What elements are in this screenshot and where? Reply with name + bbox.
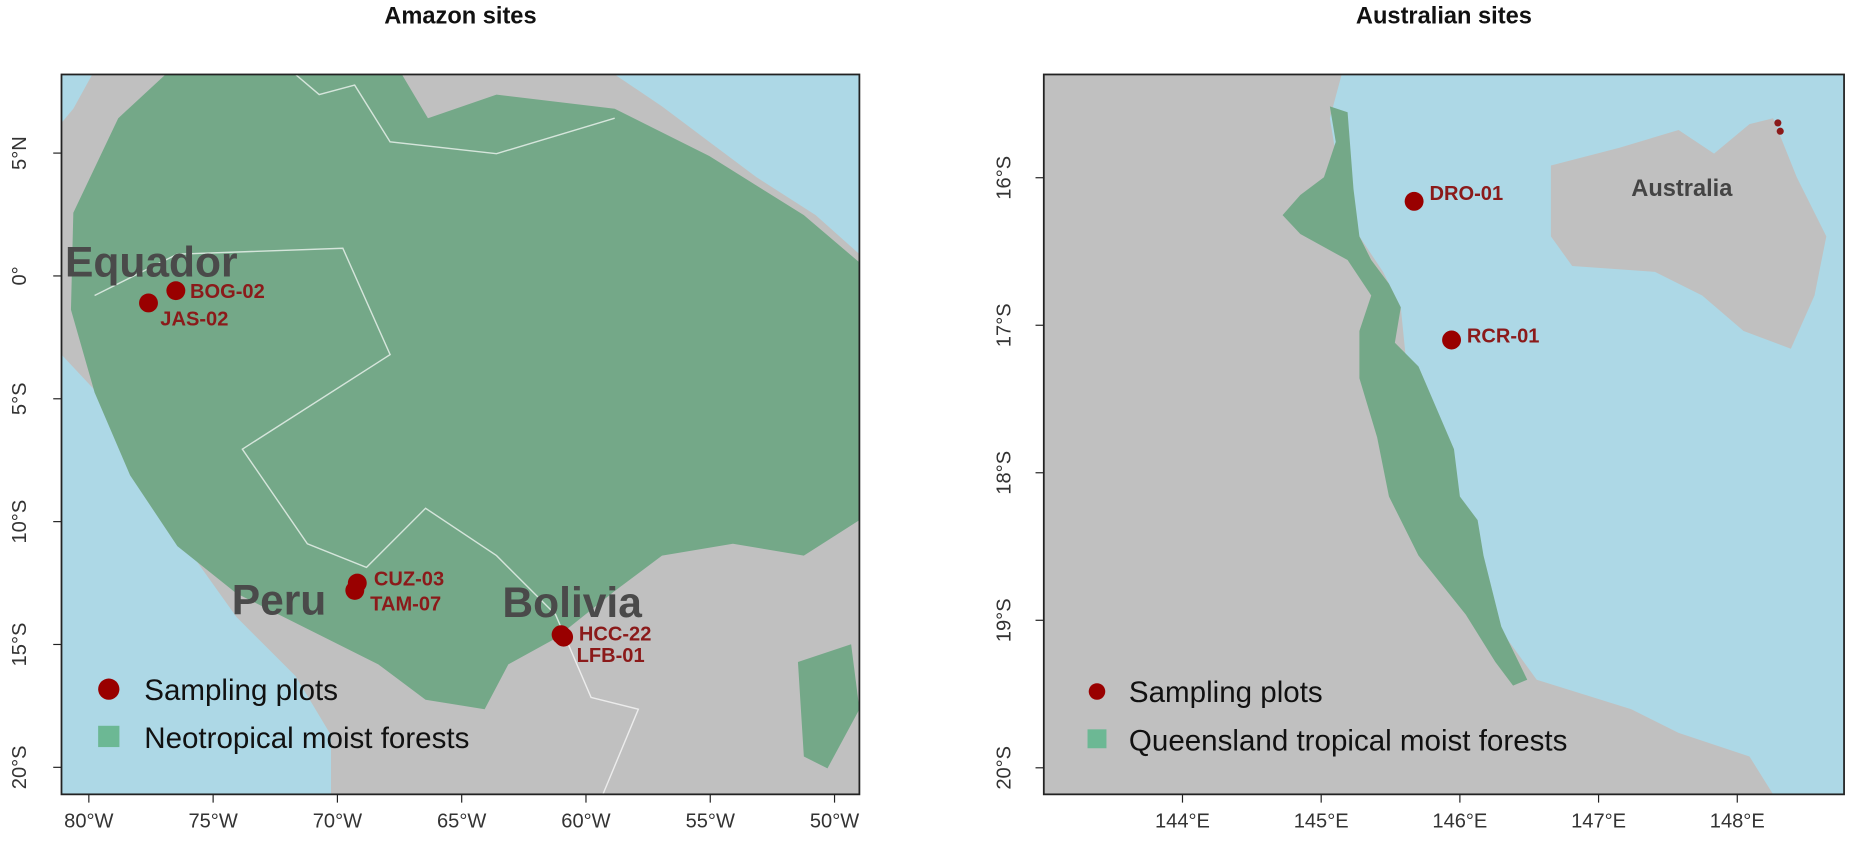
- legend-label: Sampling plots: [1129, 676, 1323, 709]
- x-tick-label: 55°W: [686, 810, 735, 832]
- legend-marker: [1088, 683, 1106, 700]
- y-tick-label: 0°: [9, 266, 31, 285]
- panel-title: Amazon sites: [384, 4, 536, 30]
- country-label: Bolivia: [502, 579, 642, 627]
- legend-marker: [98, 725, 120, 748]
- x-tick-label: 146°E: [1432, 810, 1487, 832]
- border: [94, 247, 640, 795]
- forest: [1282, 106, 1528, 686]
- y-tick-label: 17°S: [994, 303, 1016, 347]
- site-point: [1404, 191, 1424, 211]
- x-tick-label: 144°E: [1155, 810, 1210, 832]
- site-label: JAS-02: [160, 308, 228, 330]
- y-tick-label: 10°S: [9, 500, 31, 544]
- site-label: DRO-01: [1429, 183, 1503, 205]
- ocean: [61, 74, 93, 123]
- border: [295, 74, 615, 155]
- site-point: [139, 293, 158, 313]
- country-label: Peru: [232, 577, 327, 625]
- site-label: HCC-22: [579, 624, 652, 646]
- legend-label: Sampling plots: [144, 674, 338, 707]
- legend-label: Queensland tropical moist forests: [1129, 725, 1568, 758]
- ocean: [614, 74, 860, 255]
- y-tick-label: 19°S: [994, 598, 1016, 642]
- frame: [60, 73, 861, 796]
- x-tick-label: 50°W: [810, 810, 859, 832]
- y-tick-label: 16°S: [994, 156, 1016, 200]
- australia-map: [1043, 74, 1845, 795]
- forest: [70, 74, 860, 710]
- x-tick-label: 70°W: [313, 810, 362, 832]
- x-tick-label: 75°W: [188, 810, 237, 832]
- site-point: [1442, 330, 1462, 350]
- y-tick-label: 18°S: [994, 451, 1016, 495]
- site-label: BOG-02: [190, 281, 265, 303]
- y-tick-label: 20°S: [994, 746, 1016, 790]
- x-tick-label: 147°E: [1571, 810, 1626, 832]
- site-point: [345, 580, 365, 600]
- site-label: RCR-01: [1467, 325, 1540, 347]
- amazon-map: [61, 74, 860, 795]
- y-tick-label: 20°S: [9, 745, 31, 789]
- x-tick-label: 80°W: [64, 810, 113, 832]
- x-tick-label: 65°W: [437, 810, 486, 832]
- y-tick-label: 5°N: [9, 136, 31, 170]
- legend-marker: [98, 678, 120, 700]
- panel-title: Australian sites: [1356, 4, 1532, 30]
- y-tick-label: 5°S: [9, 382, 31, 415]
- x-tick-label: 148°E: [1710, 810, 1765, 832]
- x-tick-label: 60°W: [561, 810, 610, 832]
- site-point: [554, 627, 574, 647]
- y-tick-label: 15°S: [9, 623, 31, 667]
- country-label: Australia: [1631, 176, 1733, 202]
- legend-marker: [1087, 729, 1107, 749]
- country-label: Equador: [65, 239, 238, 287]
- site-label: CUZ-03: [374, 568, 444, 590]
- forest: [797, 644, 860, 769]
- site-point: [166, 281, 186, 301]
- inset-point: [1776, 127, 1784, 135]
- site-label: LFB-01: [577, 645, 645, 667]
- site-label: TAM-07: [370, 594, 441, 616]
- frame: [1042, 73, 1845, 796]
- x-tick-label: 145°E: [1294, 810, 1349, 832]
- legend-label: Neotropical moist forests: [144, 722, 469, 755]
- inset-point: [1774, 119, 1782, 127]
- ocean: [61, 354, 332, 795]
- inset-continent: [1550, 118, 1827, 349]
